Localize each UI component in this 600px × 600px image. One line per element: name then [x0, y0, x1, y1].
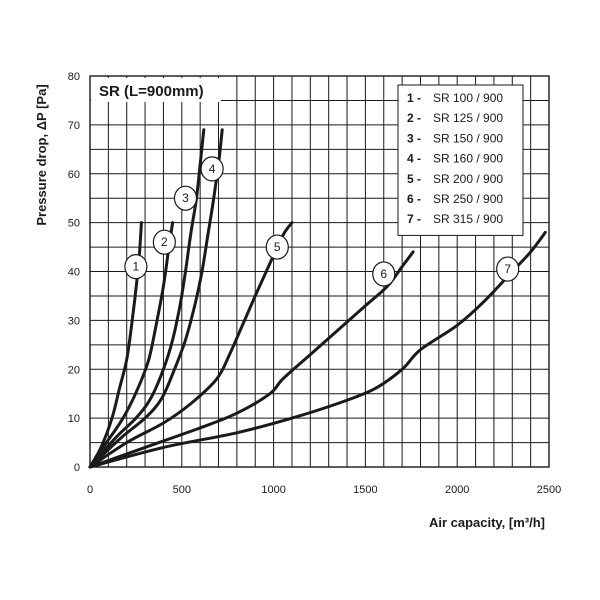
y-tick-label: 50 — [68, 218, 80, 230]
curve-label-circle — [265, 234, 289, 260]
curve-label-1: 1 — [124, 254, 148, 280]
curve-label-2: 2 — [152, 229, 176, 255]
chart-title-box: SR (L=900mm) — [91, 78, 221, 102]
curve-label-text: 2 — [161, 235, 168, 249]
curves — [88, 128, 547, 469]
series-line-2 — [88, 221, 175, 469]
legend-item-label: SR 315 / 900 — [433, 212, 503, 226]
y-tick-label: 10 — [68, 413, 80, 425]
curve-label-text: 4 — [209, 162, 216, 176]
curve-label-circle — [372, 261, 396, 287]
y-tick-label: 80 — [68, 71, 80, 83]
y-tick-label: 20 — [68, 364, 80, 376]
curve-label-5: 5 — [265, 234, 289, 260]
y-tick-label: 70 — [68, 120, 80, 132]
curve-label-text: 3 — [182, 191, 189, 205]
y-tick-label: 60 — [68, 169, 80, 181]
legend-item-number: 2 - — [407, 111, 421, 125]
x-tick-label: 2500 — [537, 484, 561, 496]
legend-item-label: SR 150 / 900 — [433, 131, 503, 145]
x-axis-title: Air capacity, [m³/h] — [429, 515, 545, 530]
x-tick-label: 1500 — [353, 484, 377, 496]
curve-label-6: 6 — [372, 261, 396, 287]
legend-box — [397, 84, 524, 236]
curve-label-circle — [200, 156, 224, 182]
curve-label-circle — [173, 185, 198, 211]
curve-label-circle — [496, 256, 520, 282]
curve-label-text: 7 — [504, 262, 511, 276]
legend-item-number: 7 - — [407, 212, 421, 226]
legend-item-label: SR 160 / 900 — [433, 152, 503, 166]
legend-item-label: SR 200 / 900 — [433, 172, 503, 186]
y-tick-label: 30 — [68, 315, 80, 327]
legend: 1 - SR 100 / 900 2 - SR 125 / 900 3 - SR 150 … — [397, 84, 524, 236]
chart-title: SR (L=900mm) — [99, 83, 204, 100]
curve-label-7: 7 — [496, 256, 520, 282]
legend-item-number: 3 - — [407, 131, 421, 145]
plot-frame — [89, 75, 550, 468]
series-line-3 — [88, 128, 206, 469]
curve-label-text: 1 — [133, 260, 140, 274]
curve-label-circle — [152, 229, 176, 255]
curve-label-circle — [124, 254, 148, 280]
axes: 0 500 1000 1500 2000 2500 0 10 20 30 40 50 60 70 80 — [68, 71, 561, 496]
curve-label-text: 5 — [274, 240, 281, 254]
y-axis-title: Pressure drop, ΔP [Pa] — [34, 84, 49, 225]
x-tick-label: 1000 — [261, 484, 285, 496]
y-tick-label: 0 — [74, 462, 80, 474]
legend-item-label: SR 100 / 900 — [433, 91, 503, 105]
curve-label-3: 3 — [173, 185, 198, 211]
legend-item-number: 4 - — [407, 152, 421, 166]
y-tick-label: 40 — [68, 267, 80, 279]
legend-item-number: 1 - — [407, 91, 421, 105]
x-tick-label: 2000 — [445, 484, 469, 496]
legend-item-label: SR 250 / 900 — [433, 192, 503, 206]
legend-item-label: SR 125 / 900 — [433, 111, 503, 125]
x-tick-label: 0 — [87, 484, 93, 496]
curve-label-text: 6 — [380, 267, 387, 281]
legend-item-number: 6 - — [407, 192, 421, 206]
x-tick-label: 500 — [173, 484, 191, 496]
series-line-4 — [88, 128, 224, 469]
curve-labels: 1 2 3 4 5 6 7 — [124, 156, 520, 287]
curve-label-4: 4 — [200, 156, 224, 182]
legend-item-number: 5 - — [407, 172, 421, 186]
